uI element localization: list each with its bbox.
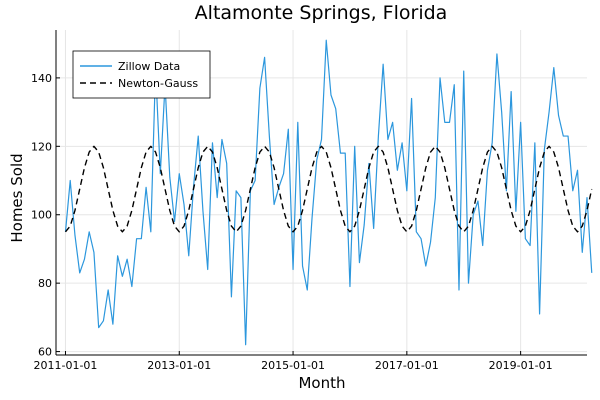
zillow-data-line bbox=[64, 39, 593, 346]
x-axis-label: Month bbox=[298, 374, 345, 392]
x-tick-label: 2017-01-01 bbox=[375, 359, 439, 372]
x-tick-label: 2011-01-01 bbox=[34, 359, 98, 372]
axes bbox=[55, 30, 587, 356]
legend-entry-label: Zillow Data bbox=[118, 60, 180, 73]
chart-title: Altamonte Springs, Florida bbox=[195, 2, 448, 24]
legend: Zillow Data Newton-Gauss bbox=[72, 50, 211, 99]
y-tick-label: 100 bbox=[31, 209, 52, 222]
y-tick-label: 120 bbox=[31, 140, 52, 153]
y-tick-label: 140 bbox=[31, 72, 52, 85]
x-axis-ticks: 2011-01-01 2013-01-01 2015-01-01 2017-01-01… bbox=[34, 351, 553, 372]
legend-entry-label: Newton-Gauss bbox=[118, 77, 198, 90]
y-tick-label: 60 bbox=[38, 346, 52, 359]
legend-box bbox=[72, 50, 211, 99]
x-tick-label: 2013-01-01 bbox=[147, 359, 211, 372]
x-tick-label: 2015-01-01 bbox=[261, 359, 325, 372]
series-layer bbox=[64, 39, 593, 346]
newton-gauss-line bbox=[64, 145, 593, 233]
x-tick-label: 2019-01-01 bbox=[489, 359, 553, 372]
y-tick-label: 80 bbox=[38, 277, 52, 290]
y-axis-label: Homes Sold bbox=[8, 153, 26, 242]
y-axis-ticks: 60 80 100 120 140 bbox=[31, 72, 60, 359]
